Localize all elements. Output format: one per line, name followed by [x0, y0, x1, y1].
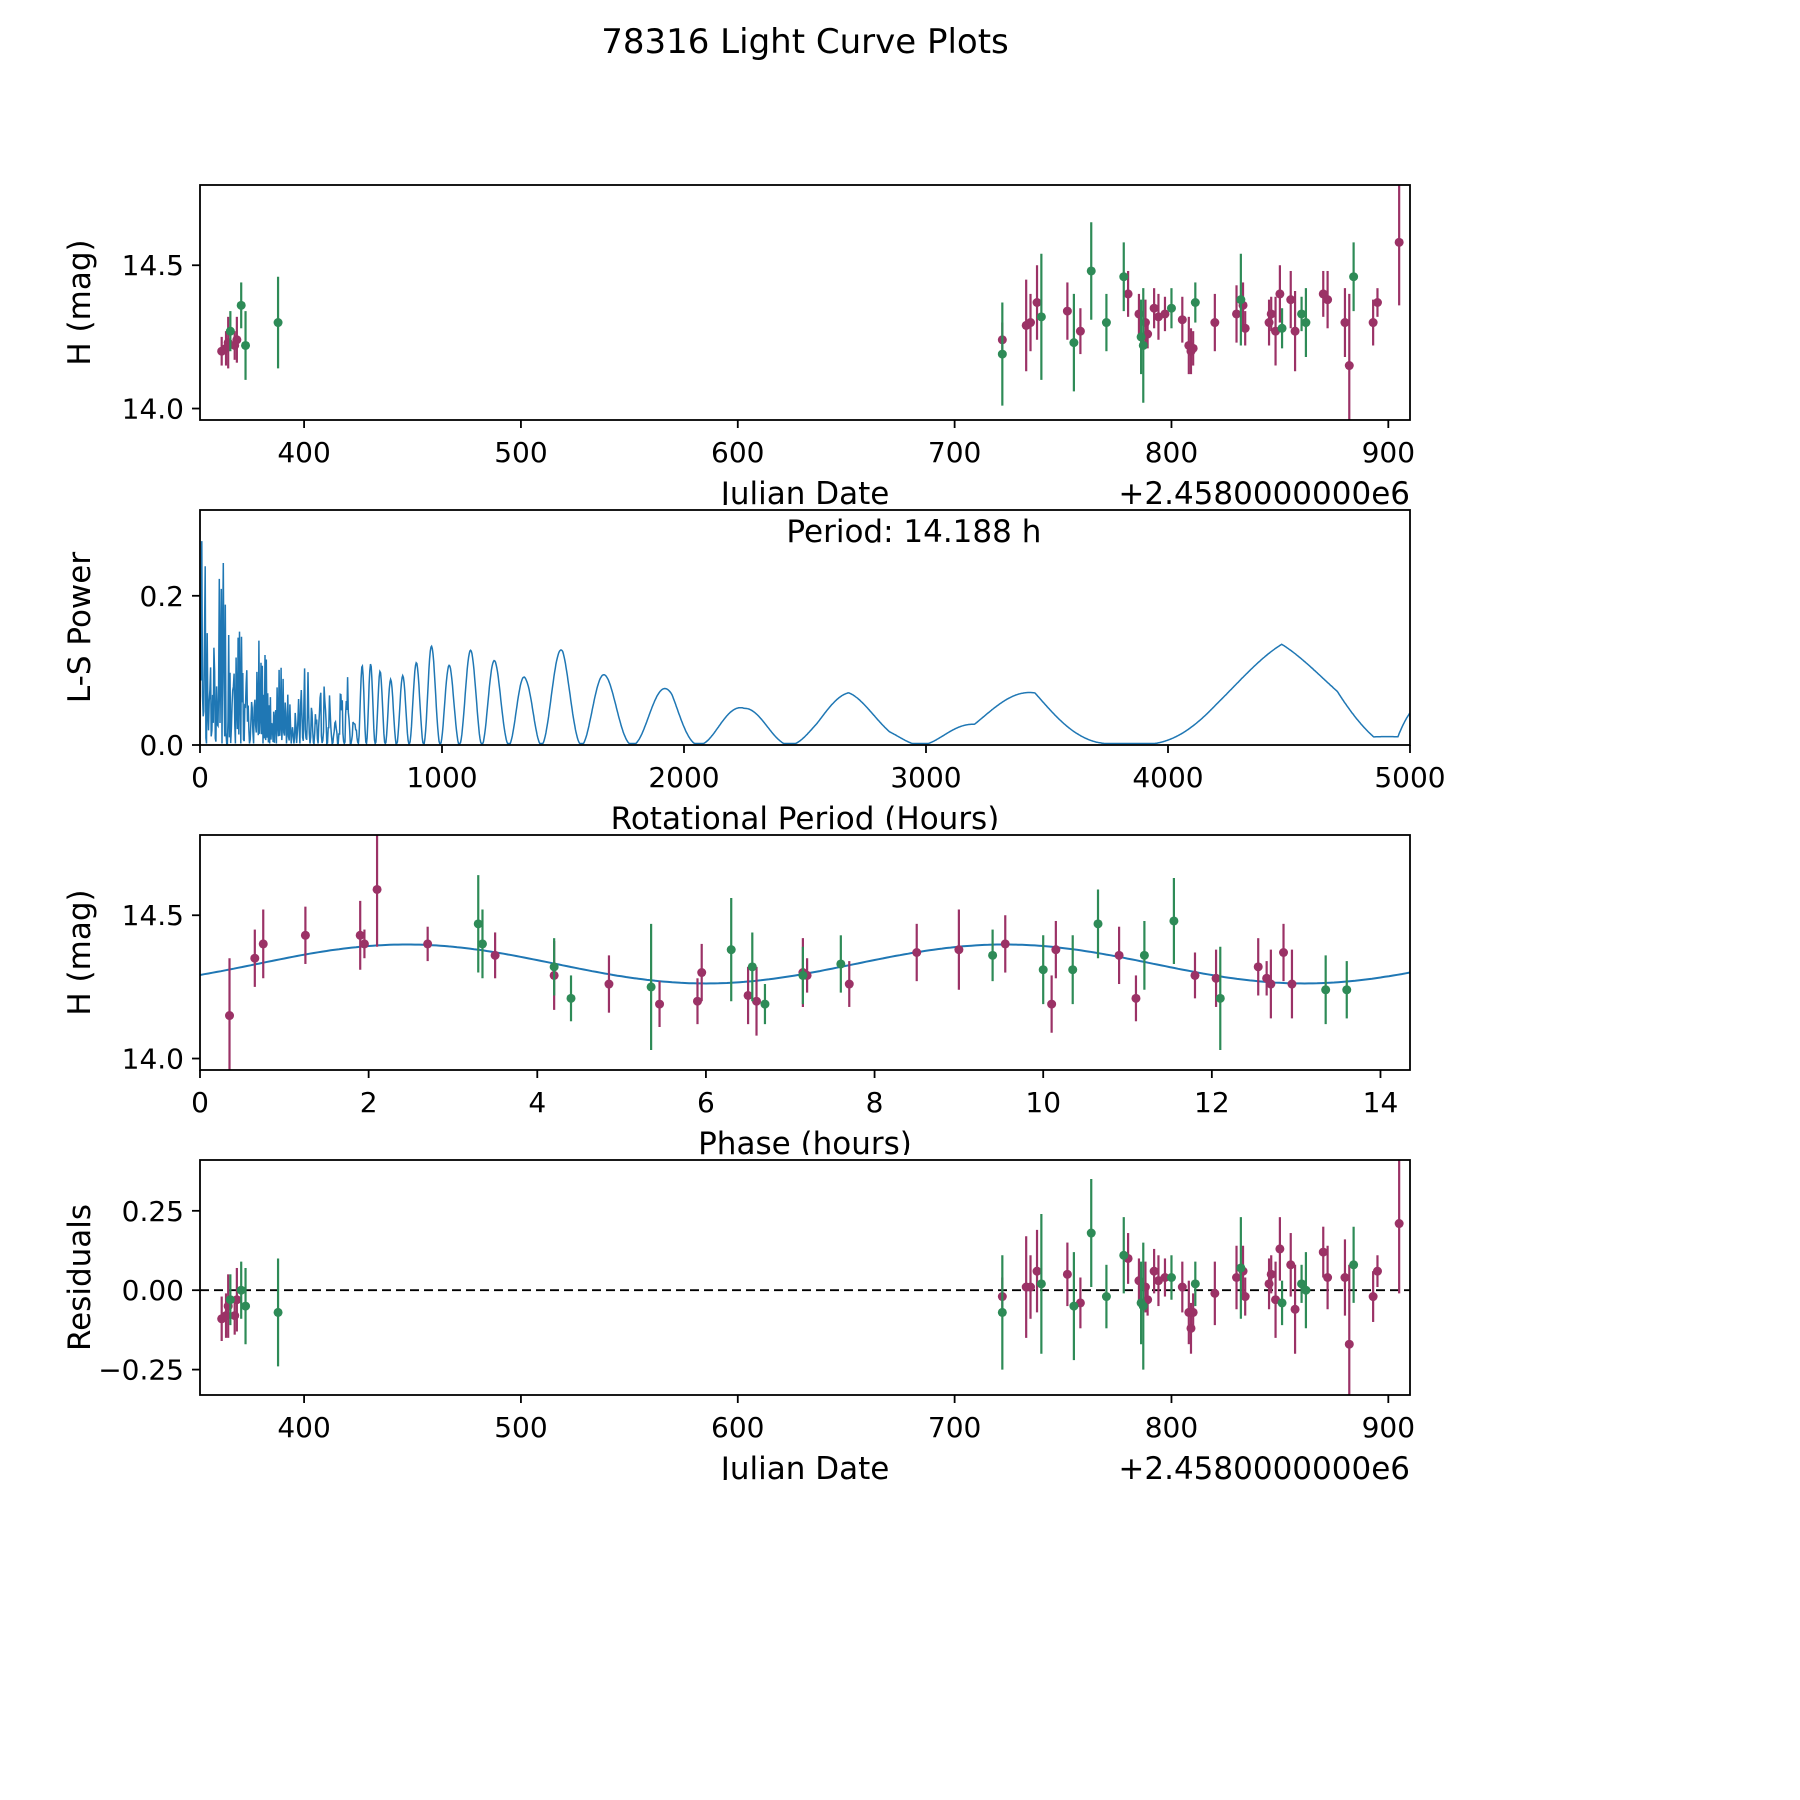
svg-text:14.5: 14.5 — [122, 249, 184, 282]
plot-data-area — [217, 185, 1404, 420]
axes-frame — [199, 509, 1411, 746]
svg-text:900: 900 — [1362, 1411, 1415, 1444]
svg-text:400: 400 — [277, 1411, 330, 1444]
y-axis: 14.0 14.5 — [122, 249, 200, 426]
figure-title: 78316 Light Curve Plots — [601, 22, 1009, 62]
panel-periodogram: 0 1000 2000 3000 4000 5000 0.0 0.2 Rotational Pe… — [62, 509, 1446, 830]
period-annotation: Period: 14.188 h — [786, 514, 1041, 550]
svg-text:4000: 4000 — [1132, 761, 1203, 794]
svg-text:400: 400 — [277, 436, 330, 469]
y-axis-label: Residuals — [62, 1204, 98, 1351]
plot-data-area — [200, 1160, 1410, 1395]
y-axis-label: L-S Power — [62, 552, 98, 703]
axes-frame — [199, 834, 1411, 1071]
y-axis-label: H (mag) — [62, 889, 98, 1015]
errorbar-series-obs-set-b — [225, 222, 1359, 406]
plot-data-area — [200, 835, 1410, 1070]
svg-text:12: 12 — [1194, 1086, 1230, 1119]
x-axis: 400 500 600 700 800 900 — [277, 420, 1415, 469]
svg-text:700: 700 — [928, 436, 981, 469]
y-axis: 0.0 0.2 — [139, 580, 200, 762]
svg-text:3000: 3000 — [890, 761, 961, 794]
y-axis-label: H (mag) — [62, 239, 98, 365]
errorbar-series-residual-set-b — [225, 1179, 1359, 1370]
x-axis-label: Julian Date — [719, 1451, 890, 1480]
svg-text:0.25: 0.25 — [122, 1195, 184, 1228]
y-axis: 14.0 14.5 — [122, 899, 200, 1076]
svg-text:14.0: 14.0 — [122, 393, 184, 426]
svg-text:10: 10 — [1025, 1086, 1061, 1119]
svg-text:−0.25: −0.25 — [98, 1354, 184, 1387]
panel-phased-lightcurve: 0 2 4 6 8 10 12 14 14.0 14.5 Phase (hours) H (mag) — [62, 834, 1411, 1155]
svg-text:600: 600 — [711, 436, 764, 469]
svg-text:500: 500 — [494, 1411, 547, 1444]
svg-text:0: 0 — [191, 761, 209, 794]
axes-frame — [199, 1159, 1411, 1396]
svg-text:800: 800 — [1145, 1411, 1198, 1444]
panel-residuals: 400 500 600 700 800 900 −0.25 0.00 0.25 Julian Da… — [62, 1159, 1415, 1480]
x-axis: 400 500 600 700 800 900 — [277, 1395, 1415, 1444]
errorbar-series-phased-set-a — [225, 835, 1297, 1070]
periodogram-curve — [200, 541, 1410, 745]
svg-text:1000: 1000 — [406, 761, 477, 794]
svg-text:800: 800 — [1145, 436, 1198, 469]
svg-text:900: 900 — [1362, 436, 1415, 469]
errorbar-series-residual-set-a — [217, 1160, 1404, 1395]
x-axis-offset-label: +2.4580000000e6 — [1118, 476, 1410, 505]
svg-text:0: 0 — [191, 1086, 209, 1119]
svg-text:5000: 5000 — [1374, 761, 1445, 794]
svg-text:14.5: 14.5 — [122, 899, 184, 932]
svg-text:6: 6 — [697, 1086, 715, 1119]
svg-text:500: 500 — [494, 436, 547, 469]
x-axis-offset-label: +2.4580000000e6 — [1118, 1451, 1410, 1480]
axes-frame — [199, 184, 1411, 421]
x-axis-label: Phase (hours) — [698, 1126, 912, 1155]
errorbar-series-phased-set-b — [473, 875, 1352, 1050]
y-axis: −0.25 0.00 0.25 — [98, 1195, 200, 1387]
x-axis-label: Rotational Period (Hours) — [611, 801, 1000, 830]
x-axis-label: Julian Date — [719, 476, 890, 505]
svg-text:0.2: 0.2 — [139, 580, 184, 613]
svg-text:8: 8 — [866, 1086, 884, 1119]
x-axis: 0 1000 2000 3000 4000 5000 — [191, 745, 1446, 794]
x-axis: 0 2 4 6 8 10 12 14 — [191, 1070, 1398, 1119]
svg-text:0.00: 0.00 — [122, 1274, 184, 1307]
svg-text:4: 4 — [528, 1086, 546, 1119]
errorbar-series-obs-set-a — [217, 185, 1404, 420]
panel-lightcurve-vs-jd: 400 500 600 700 800 900 14.0 14.5 Julian Date H (… — [62, 184, 1415, 505]
svg-text:600: 600 — [711, 1411, 764, 1444]
svg-text:14: 14 — [1363, 1086, 1399, 1119]
plot-data-area — [200, 541, 1410, 745]
svg-text:2000: 2000 — [648, 761, 719, 794]
svg-text:0.0: 0.0 — [139, 729, 184, 762]
svg-text:700: 700 — [928, 1411, 981, 1444]
svg-text:14.0: 14.0 — [122, 1043, 184, 1076]
svg-text:2: 2 — [360, 1086, 378, 1119]
